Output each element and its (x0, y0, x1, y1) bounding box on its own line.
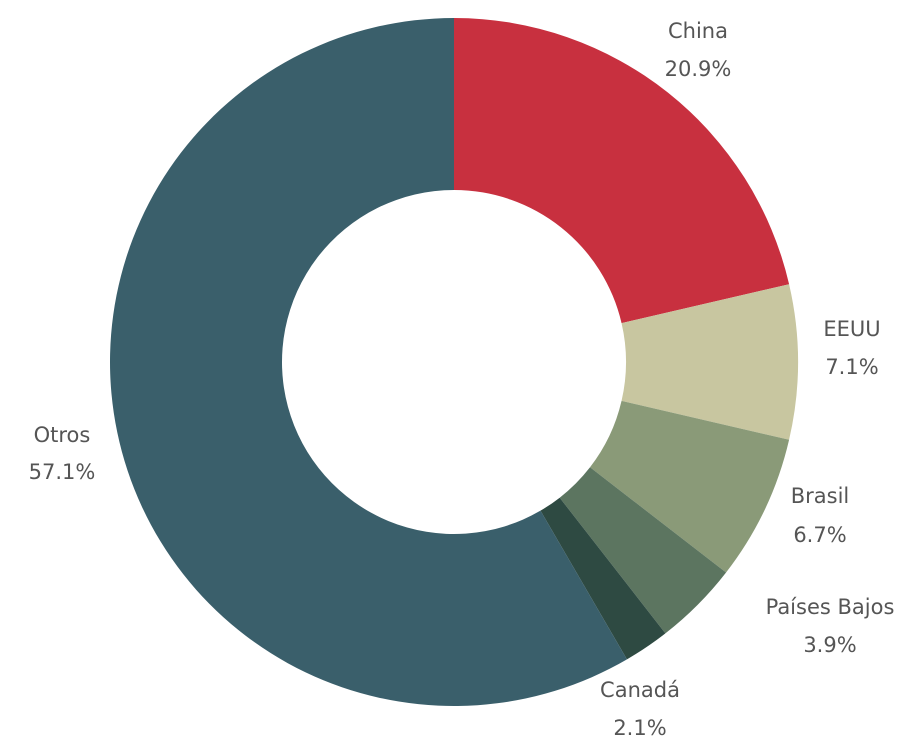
slice-china (454, 18, 790, 324)
label-china-name: China (668, 19, 728, 43)
label-brasil-name: Brasil (791, 484, 850, 508)
label-paises-bajos-value: 3.9% (803, 633, 856, 657)
donut-slices (110, 18, 799, 706)
donut-labels: China 20.9% EEUU 7.1% Brasil 6.7% Países Bajos… (29, 19, 895, 740)
label-otros-name: Otros (34, 423, 91, 447)
label-canada-name: Canadá (600, 678, 680, 702)
label-brasil-value: 6.7% (793, 523, 846, 547)
slice-otros (110, 18, 627, 706)
slice-eeuu (621, 284, 799, 440)
label-eeuu-value: 7.1% (825, 355, 878, 379)
slice-paises-bajos (559, 467, 727, 634)
slice-brasil (590, 400, 790, 573)
label-china-value: 20.9% (665, 57, 732, 81)
label-paises-bajos-name: Países Bajos (766, 595, 895, 619)
label-eeuu-name: EEUU (823, 317, 880, 341)
label-otros-value: 57.1% (29, 460, 96, 484)
label-canada-value: 2.1% (613, 716, 666, 740)
slice-canada (540, 497, 666, 660)
